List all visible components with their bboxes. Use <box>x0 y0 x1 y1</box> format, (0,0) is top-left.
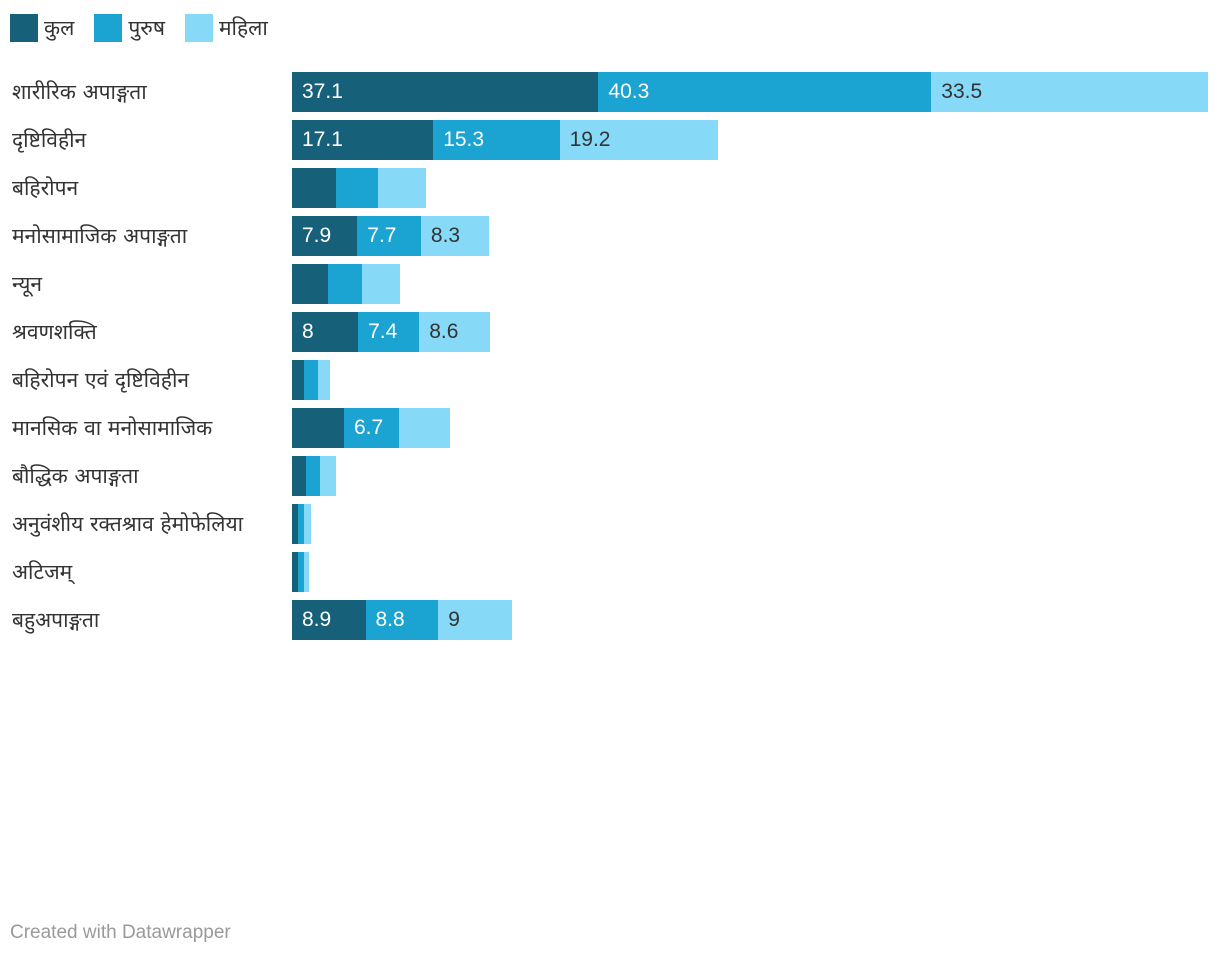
bar-segment-1 <box>292 264 329 304</box>
bar-segment-2: 8.8 <box>365 600 439 640</box>
category-label: बहुअपाङ्गता <box>12 608 100 632</box>
bar-segment-1: 8 <box>292 312 359 352</box>
bar-segment-3 <box>362 264 401 304</box>
bar-segment-1: 7.9 <box>292 216 358 256</box>
bar-segment-3: 8.3 <box>420 216 490 256</box>
bar-value-label: 9 <box>448 608 460 631</box>
category-label: बहिरोपन एवं दृष्टिविहीन <box>12 368 190 392</box>
bar-value-label: 15.3 <box>443 128 485 151</box>
bar-segment-2 <box>335 168 378 208</box>
bar-segment-2: 7.4 <box>358 312 420 352</box>
legend-swatch <box>94 14 123 42</box>
bar-segment-2: 7.7 <box>357 216 421 256</box>
bar-segment-2: 15.3 <box>433 120 560 160</box>
legend-item-3: महिला <box>185 14 268 42</box>
bar-value-label: 8.8 <box>375 608 405 631</box>
bar-segment-3: 33.5 <box>931 72 1208 112</box>
bar-segment-3 <box>317 360 330 400</box>
category-label: मनोसामाजिक अपाङ्गता <box>12 224 188 248</box>
bar-segment-3 <box>399 408 450 448</box>
bar-segment-1: 17.1 <box>292 120 434 160</box>
category-label: श्रवणशक्ति <box>12 320 97 344</box>
category-label: मानसिक वा मनोसामाजिक <box>12 416 213 440</box>
bar-segment-2 <box>297 552 304 592</box>
legend-label: महिला <box>219 16 268 40</box>
bar-value-label: 7.9 <box>302 224 332 247</box>
bar-segment-2 <box>304 360 318 400</box>
bar-segment-2 <box>328 264 363 304</box>
bar-segment-1 <box>292 408 344 448</box>
legend-label: कुल <box>44 16 75 40</box>
bar-segment-1 <box>292 504 298 544</box>
legend-label: पुरुष <box>128 16 165 40</box>
bar-value-label: 33.5 <box>941 80 983 103</box>
bar-value-label: 40.3 <box>608 80 650 103</box>
bar-segment-3 <box>320 456 336 496</box>
bar-segment-1 <box>292 360 305 400</box>
bar-segment-1 <box>292 552 298 592</box>
bar-segment-1: 8.9 <box>292 600 366 640</box>
bar-segment-1: 37.1 <box>292 72 599 112</box>
bar-value-label: 8.6 <box>429 320 459 343</box>
bar-segment-3 <box>303 504 311 544</box>
bar-segment-3 <box>303 552 310 592</box>
legend-swatch <box>185 14 213 42</box>
legend-swatch <box>10 14 38 42</box>
bar-segment-2: 40.3 <box>598 72 932 112</box>
category-label: अनुवंशीय रक्तश्राव हेमोफेलिया <box>12 512 244 536</box>
legend-item-1: कुल <box>10 14 74 42</box>
legend: कुल पुरुष महिला <box>10 14 288 42</box>
bar-value-label: 19.2 <box>569 128 611 151</box>
bar-value-label: 37.1 <box>302 80 343 103</box>
category-label: अटिजम् <box>12 560 73 584</box>
bar-value-label: 17.1 <box>302 128 343 151</box>
bar-value-label: 7.4 <box>368 320 398 343</box>
bar-segment-3: 19.2 <box>559 120 719 160</box>
bar-segment-3: 9 <box>438 600 513 640</box>
bar-segment-2 <box>297 504 304 544</box>
bar-segment-1 <box>292 456 306 496</box>
bar-value-label: 8.3 <box>430 224 461 247</box>
category-label: दृष्टिविहीन <box>12 128 87 152</box>
legend-item-2: पुरुष <box>94 14 165 42</box>
bar-value-label: 8.9 <box>302 608 332 631</box>
bar-segment-2 <box>306 456 320 496</box>
bar-segment-3: 8.6 <box>419 312 491 352</box>
bar-value-label: 6.7 <box>354 416 384 439</box>
bar-value-label: 8 <box>302 320 314 343</box>
category-label: न्यून <box>12 272 43 296</box>
bar-segment-3 <box>377 168 426 208</box>
category-label: बहिरोपन <box>12 176 79 200</box>
stacked-bar-chart: शारीरिक अपाङ्गता 37.1 40.3 33.5 दृष्टिविहीन 1… <box>12 72 1208 640</box>
datawrapper-credit: Created with Datawrapper <box>10 922 231 943</box>
category-label: बौद्धिक अपाङ्गता <box>12 464 139 488</box>
bar-segment-1 <box>292 168 336 208</box>
bar-value-label: 7.7 <box>367 224 397 247</box>
bar-segment-2: 6.7 <box>344 408 400 448</box>
category-label: शारीरिक अपाङ्गता <box>12 80 147 104</box>
